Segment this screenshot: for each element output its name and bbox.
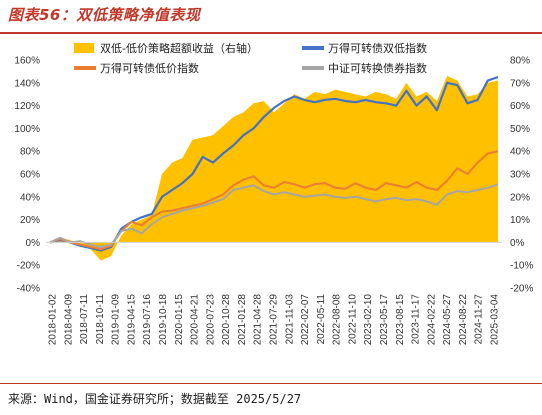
y-left-tick-label: 20% — [20, 215, 40, 226]
x-tick-label: 2024-05-27 — [442, 294, 453, 346]
legend-label: 中证可转换债券指数 — [328, 61, 427, 75]
series-area-0 — [50, 76, 498, 261]
x-tick-label: 2018-01-02 — [48, 294, 59, 346]
x-tick-label: 2018-10-11 — [95, 294, 106, 345]
y-right-tick-label: 0% — [510, 238, 525, 249]
title-rule — [0, 32, 542, 34]
x-tick-label: 2018-07-11 — [79, 294, 90, 345]
x-tick-label: 2018-04-09 — [63, 294, 74, 346]
x-tick-label: 2021-01-28 — [237, 294, 248, 346]
chart-title: 图表56：双低策略净值表现 — [8, 6, 201, 24]
x-tick-label: 2022-08-08 — [332, 294, 343, 346]
x-tick-label: 2023-08-15 — [395, 294, 406, 346]
x-tick-label: 2019-07-16 — [142, 294, 153, 346]
y-left-tick-label: 140% — [14, 78, 40, 89]
x-tick-label: 2024-02-22 — [426, 294, 437, 346]
legend-label: 万得可转债双低指数 — [328, 41, 427, 55]
legend-label: 双低-低价策略超额收益（右轴） — [100, 41, 258, 55]
x-tick-label: 2024-08-22 — [458, 294, 469, 346]
x-tick-label: 2021-07-29 — [269, 294, 280, 346]
y-left-tick-label: -40% — [17, 284, 40, 295]
x-tick-label: 2023-05-17 — [379, 294, 390, 346]
y-left-tick-label: 40% — [20, 192, 40, 203]
source-note: 来源：Wind，国金证券研究所；数据截至 2025/5/27 — [8, 392, 302, 406]
series-line-3 — [49, 183, 499, 248]
x-tick-label: 2025-03-04 — [490, 294, 501, 346]
y-right-tick-label: 20% — [510, 192, 530, 203]
y-left-tick-label: 100% — [14, 124, 40, 135]
line-series — [49, 76, 499, 252]
x-tick-label: 2024-11-27 — [474, 294, 485, 345]
y-right-tick-label: -20% — [510, 284, 533, 295]
area-series — [50, 76, 498, 261]
y-right-tick-label: -10% — [510, 261, 533, 272]
x-tick-label: 2020-10-28 — [221, 294, 232, 346]
x-tick-label: 2023-11-17 — [411, 294, 422, 345]
legend-label: 万得可转债低价指数 — [100, 61, 199, 75]
y-left-tick-label: 120% — [14, 101, 40, 112]
y-right-tick-label: 80% — [510, 56, 530, 67]
y-left-tick-label: 80% — [20, 147, 40, 158]
y-right-tick-label: 70% — [510, 78, 530, 89]
x-tick-label: 2020-07-23 — [205, 294, 216, 346]
x-tick-label: 2020-04-21 — [190, 294, 201, 346]
y-right-tick-label: 10% — [510, 215, 530, 226]
y-left-tick-label: 160% — [14, 56, 40, 67]
x-tick-label: 2022-11-10 — [347, 294, 358, 345]
series-line-1 — [49, 76, 499, 252]
x-tick-label: 2023-02-10 — [363, 294, 374, 346]
y-right-tick-label: 30% — [510, 170, 530, 181]
axes: -40% -20% 0% 20% 40% 60% 80% 100% 120% 140% 160% -2… — [14, 56, 533, 346]
x-tick-label: 2022-02-07 — [300, 294, 311, 346]
series-line-2 — [49, 150, 499, 251]
x-tick-label: 2019-04-15 — [126, 294, 137, 346]
y-left-tick-label: -20% — [17, 261, 40, 272]
y-left-tick-label: 0% — [26, 238, 41, 249]
legend-swatch — [74, 43, 94, 53]
x-tick-label: 2020-01-15 — [174, 294, 185, 346]
y-right-tick-label: 40% — [510, 147, 530, 158]
y-right-tick-label: 60% — [510, 101, 530, 112]
y-left-tick-label: 60% — [20, 170, 40, 181]
x-tick-label: 2022-05-11 — [316, 294, 327, 345]
y-right-tick-label: 50% — [510, 124, 530, 135]
x-tick-label: 2021-11-03 — [284, 294, 295, 345]
x-tick-label: 2019-10-18 — [158, 294, 169, 346]
x-tick-label: 2021-04-28 — [253, 294, 264, 346]
x-tick-label: 2019-01-09 — [111, 294, 122, 346]
footer-rule — [0, 383, 542, 384]
